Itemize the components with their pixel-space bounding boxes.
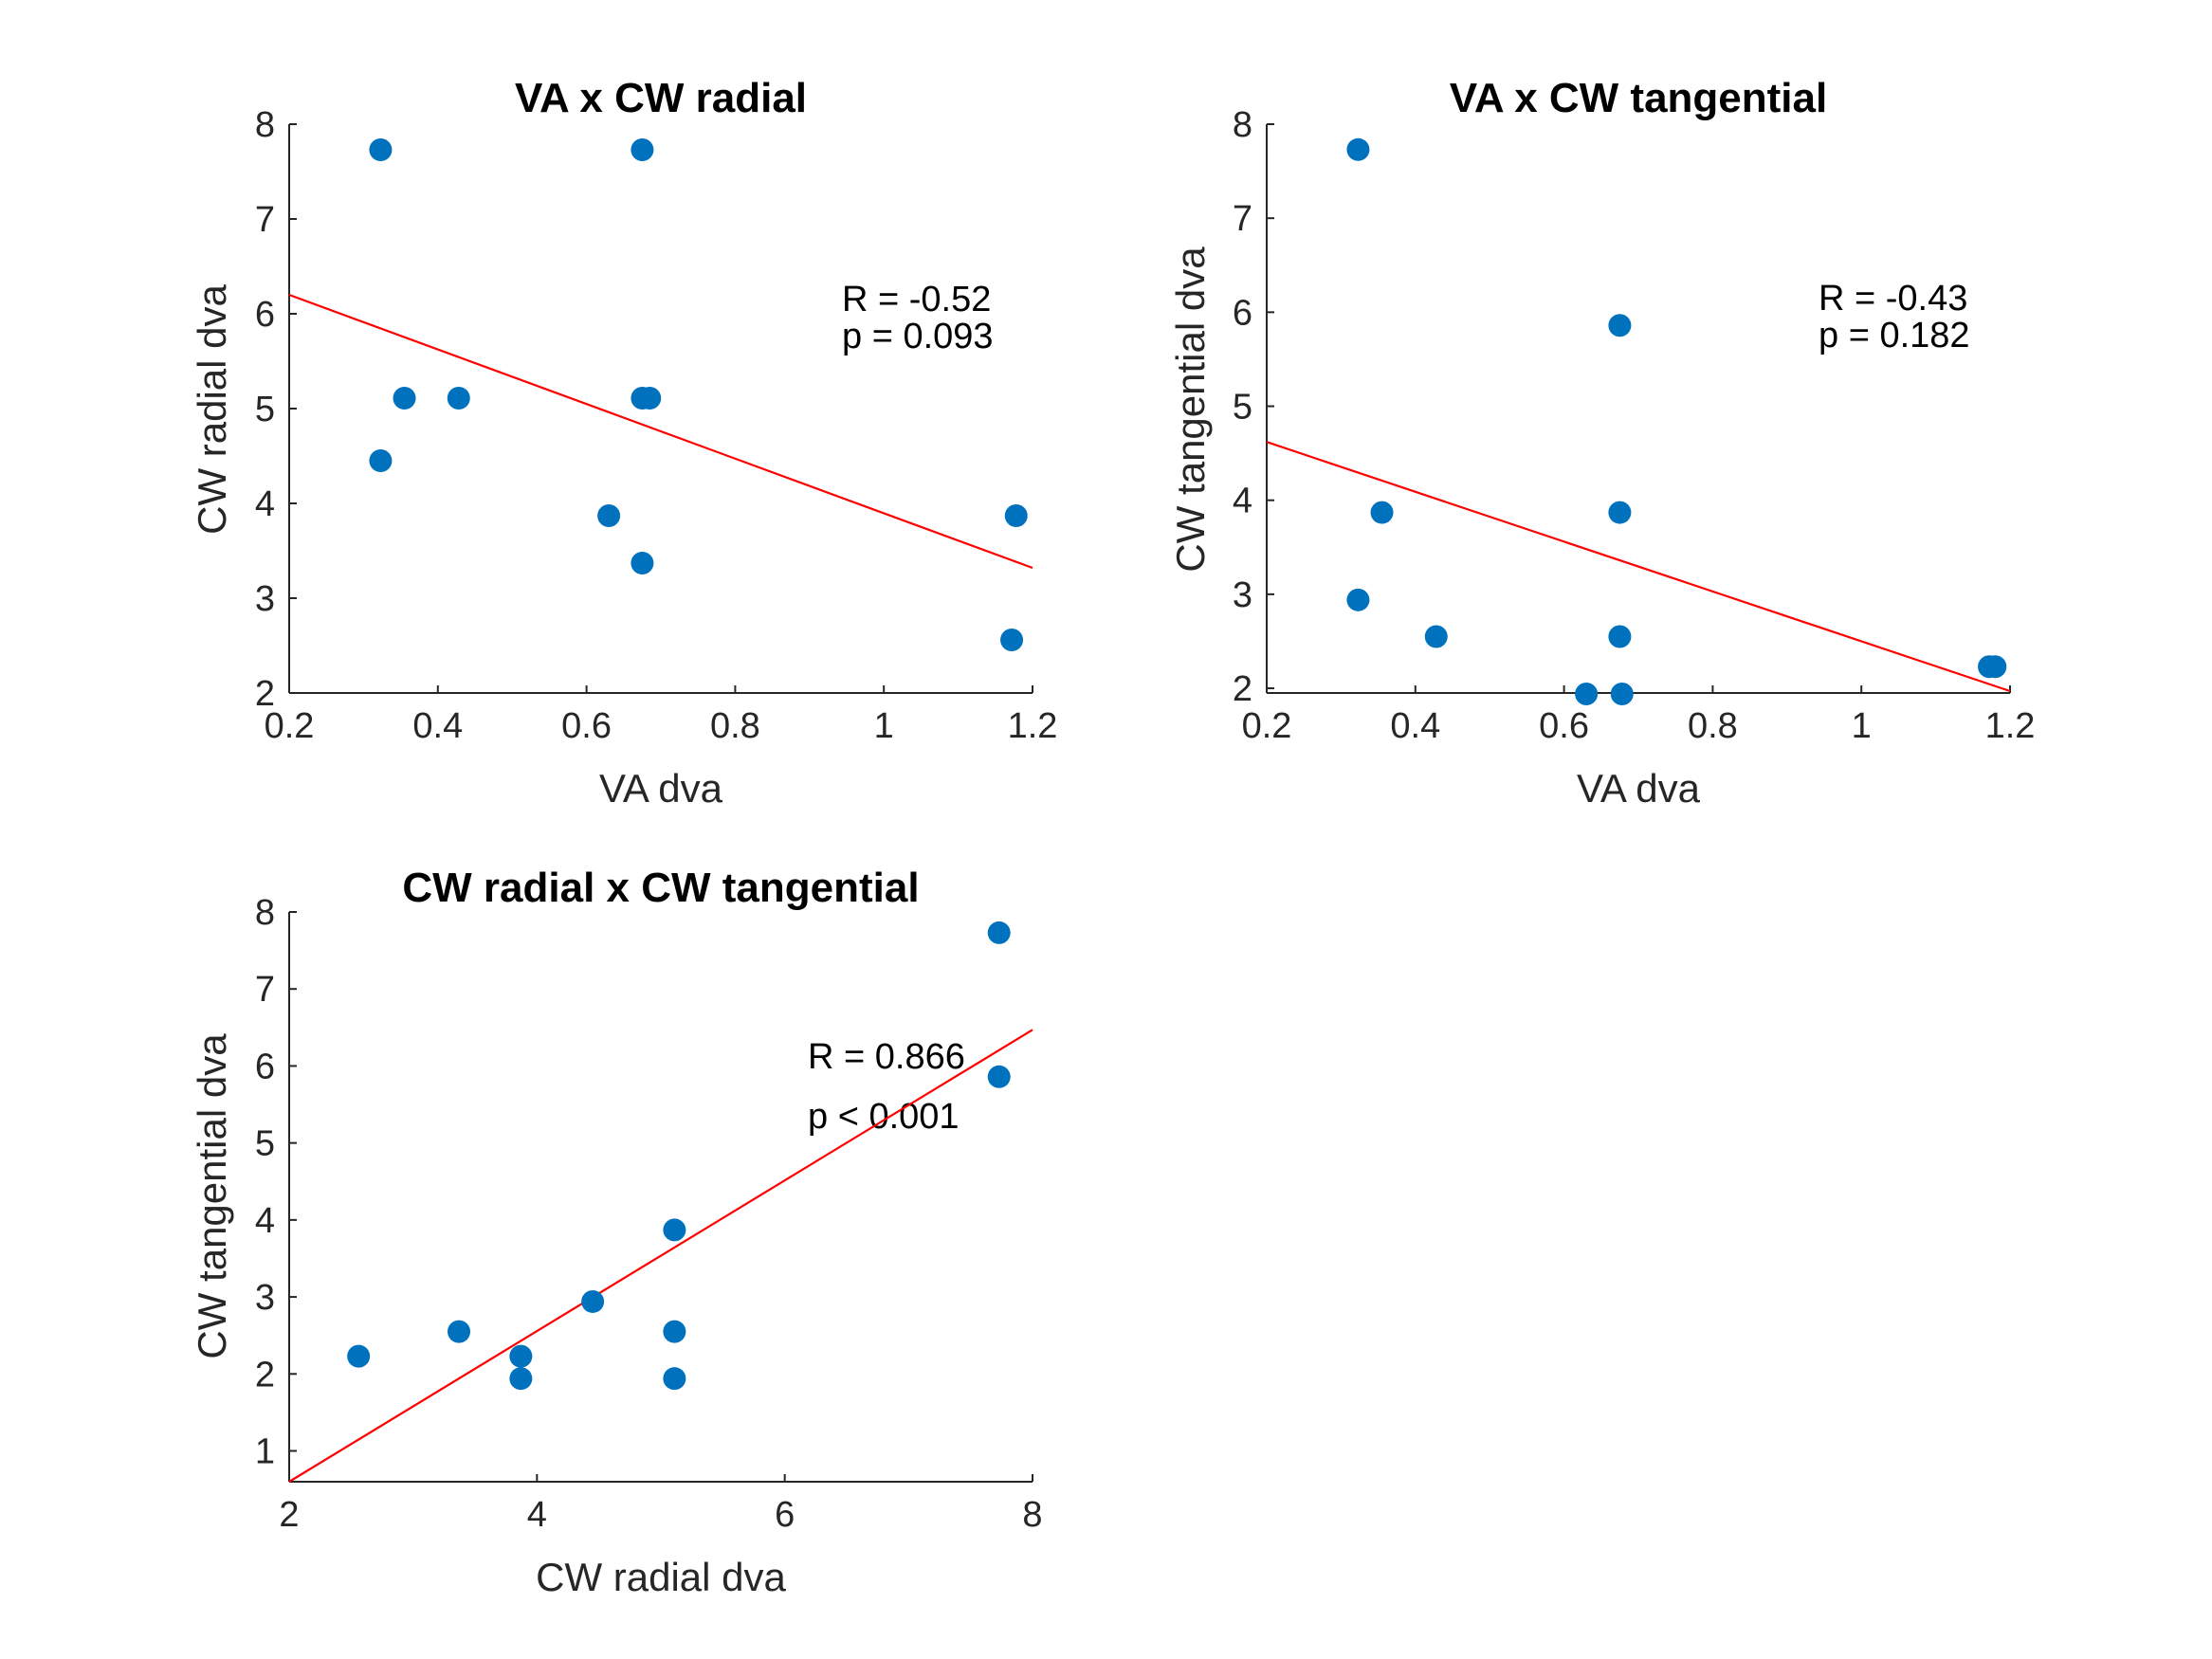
x-tick-label: 0.6 xyxy=(1539,706,1589,746)
y-tick-label: 5 xyxy=(1233,388,1252,428)
data-point xyxy=(638,387,662,410)
p-value-annotation: p = 0.182 xyxy=(1819,316,1970,356)
p-value-annotation: p < 0.001 xyxy=(808,1097,960,1137)
regression-fit-line xyxy=(288,1029,1033,1483)
y-tick-label: 4 xyxy=(255,1201,275,1241)
x-tick-label: 1 xyxy=(874,706,894,746)
y-tick-label: 8 xyxy=(255,893,275,933)
data-point xyxy=(1608,314,1632,337)
x-tick-label: 6 xyxy=(775,1495,795,1535)
data-point xyxy=(369,449,393,472)
x-tick-label: 0.4 xyxy=(1390,706,1440,746)
y-tick-label: 1 xyxy=(255,1432,275,1472)
x-tick-label: 0.6 xyxy=(561,706,612,746)
chart-title: VA x CW radial xyxy=(515,75,807,121)
correlation-r-annotation: R = -0.43 xyxy=(1819,279,1967,319)
x-tick-label: 0.2 xyxy=(265,706,315,746)
data-point xyxy=(597,504,621,527)
x-tick-label: 1.2 xyxy=(1008,706,1058,746)
data-point xyxy=(447,387,470,410)
panel-cw-radial-vs-cw-tangential: CW radial x CW tangential CW radial dva … xyxy=(190,865,1043,1599)
x-tick-label: 0.2 xyxy=(1242,706,1292,746)
y-tick-label: 6 xyxy=(255,295,275,335)
data-point xyxy=(1608,501,1632,524)
x-tick-label: 2 xyxy=(279,1495,299,1535)
data-point xyxy=(509,1367,533,1391)
regression-fit-line xyxy=(1266,441,2011,693)
y-tick-label: 6 xyxy=(255,1047,275,1086)
data-point xyxy=(1346,137,1370,161)
data-point xyxy=(663,1320,686,1343)
correlation-r-annotation: R = 0.866 xyxy=(808,1037,965,1077)
data-point xyxy=(1575,682,1599,705)
data-point xyxy=(1004,504,1028,527)
y-tick-label: 2 xyxy=(255,1355,275,1395)
x-axis-label: CW radial dva xyxy=(536,1555,786,1599)
x-tick-label: 8 xyxy=(1022,1495,1042,1535)
panel-va-vs-cw-tangential: VA x CW tangential VA dva CW tangential … xyxy=(1168,75,2035,811)
data-point xyxy=(369,138,393,161)
data-point xyxy=(393,387,416,410)
data-point xyxy=(1424,625,1448,648)
y-tick-label: 3 xyxy=(255,579,275,619)
x-axis-label: VA dva xyxy=(599,766,723,811)
y-axis-label: CW radial dva xyxy=(190,283,234,534)
y-tick-label: 4 xyxy=(255,484,275,524)
data-point xyxy=(987,921,1011,944)
y-tick-label: 7 xyxy=(255,200,275,240)
data-point xyxy=(448,1320,471,1343)
data-point xyxy=(1346,588,1370,611)
x-tick-label: 4 xyxy=(527,1495,547,1535)
y-tick-label: 3 xyxy=(1233,575,1252,615)
chart-title: VA x CW tangential xyxy=(1450,75,1827,121)
y-tick-label: 6 xyxy=(1233,293,1252,333)
x-tick-label: 1.2 xyxy=(1985,706,2036,746)
x-axis-label: VA dva xyxy=(1577,766,1701,811)
data-point xyxy=(663,1367,686,1391)
x-tick-label: 0.8 xyxy=(710,706,760,746)
regression-fit-line xyxy=(288,293,1033,570)
data-point xyxy=(1610,682,1634,705)
y-tick-label: 2 xyxy=(1233,669,1252,709)
y-tick-label: 8 xyxy=(1233,105,1252,145)
data-point xyxy=(1983,655,2007,679)
data-point xyxy=(581,1289,605,1313)
y-tick-label: 7 xyxy=(1233,199,1252,239)
y-tick-label: 4 xyxy=(1233,482,1252,521)
data-point xyxy=(631,552,654,574)
y-tick-label: 8 xyxy=(255,105,275,145)
data-point xyxy=(1000,629,1024,651)
y-axis-label: CW tangential dva xyxy=(190,1033,234,1359)
data-point xyxy=(1370,501,1394,524)
y-tick-label: 5 xyxy=(255,1124,275,1164)
y-tick-label: 2 xyxy=(255,674,275,714)
data-point xyxy=(663,1218,686,1242)
p-value-annotation: p = 0.093 xyxy=(842,317,994,356)
data-point xyxy=(509,1344,533,1368)
y-tick-label: 5 xyxy=(255,390,275,429)
y-tick-label: 3 xyxy=(255,1278,275,1318)
data-point xyxy=(347,1344,371,1368)
panel-va-vs-cw-radial: VA x CW radial VA dva CW radial dva R = … xyxy=(190,75,1057,811)
chart-title: CW radial x CW tangential xyxy=(402,865,919,911)
data-point xyxy=(631,138,654,161)
x-tick-label: 1 xyxy=(1852,706,1872,746)
data-point xyxy=(1608,625,1632,648)
data-point xyxy=(987,1065,1011,1088)
correlation-r-annotation: R = -0.52 xyxy=(842,280,991,319)
y-axis-label: CW tangential dva xyxy=(1168,246,1213,573)
x-tick-label: 0.4 xyxy=(412,706,463,746)
x-tick-label: 0.8 xyxy=(1688,706,1738,746)
y-tick-label: 7 xyxy=(255,970,275,1010)
